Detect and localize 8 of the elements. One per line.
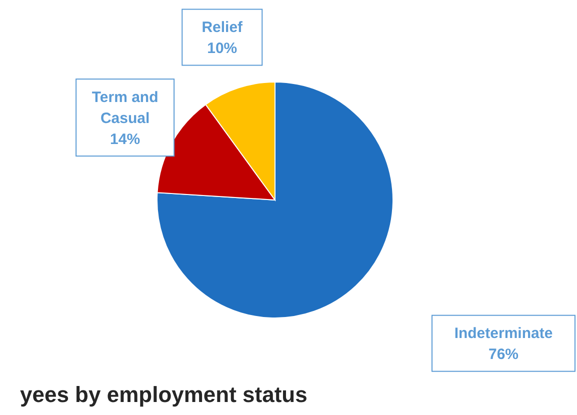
slice-label: Term and Casual [92,88,158,127]
data-label: 76% [488,346,519,364]
data-label: 10% [207,40,238,58]
slice-label: Indeterminate [454,325,553,342]
slice-label: Relief [202,19,244,36]
text: yees by employment status [20,382,308,407]
pie-slice [156,82,394,318]
data-label: 14% [110,130,140,148]
